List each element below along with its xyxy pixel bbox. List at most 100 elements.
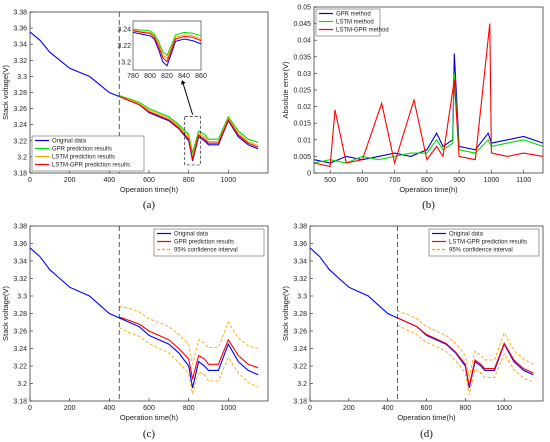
x-tick-label: 200 — [64, 405, 76, 412]
x-tick-label: 700 — [389, 177, 401, 184]
y-tick-label: 3.24 — [13, 346, 27, 353]
y-tick-label: 3.2 — [17, 381, 27, 388]
legend-box — [31, 135, 145, 172]
y-tick-label: 3.36 — [13, 26, 27, 33]
y-axis-label: Stack voltage(V) — [1, 64, 10, 120]
series-line-lstm-gpr-prediction-results — [119, 95, 259, 160]
inset-series-line — [132, 31, 202, 67]
legend: Original data LSTM-GPR prediction results… — [428, 228, 540, 257]
y-tick-label: 3.38 — [293, 224, 307, 231]
y-tick-label: 0.04 — [297, 38, 311, 45]
x-tick-label: 800 — [421, 177, 433, 184]
legend-entry: Original data — [52, 139, 87, 145]
x-tick-label: 800 — [183, 177, 195, 184]
panel-a: 0 200 400 600 800 10003.183.23.223.243.263.28… — [1, 10, 269, 211]
series-line-original-data — [309, 247, 534, 389]
y-axis-label: Absolute error(V) — [281, 61, 290, 119]
y-tick-label: 0 — [307, 171, 311, 178]
y-tick-label: 3.3 — [297, 294, 307, 301]
y-tick-label: 3.34 — [293, 259, 307, 266]
x-tick-label: 1000 — [221, 177, 237, 184]
series-line-gpr-prediction-results — [119, 95, 259, 154]
y-axis-label: Stack voltage(V) — [1, 285, 10, 341]
inset-x-tick-label: 800 — [144, 73, 156, 80]
legend-entry: LSTM prediction results — [52, 155, 115, 161]
x-tick-label: 200 — [64, 177, 76, 184]
x-tick-label: 600 — [421, 405, 433, 412]
y-tick-label: 3.26 — [13, 106, 27, 113]
x-tick-label: 1000 — [484, 177, 500, 184]
x-tick-label: 1000 — [496, 405, 512, 412]
y-tick-label: 3.24 — [13, 122, 27, 129]
inset-y-tick-label: 3.22 — [117, 43, 131, 50]
x-tick-label: 0 — [28, 405, 32, 412]
y-tick-label: 3.3 — [17, 74, 27, 81]
legend-entry: GPR method — [336, 12, 371, 18]
panel-caption: (b) — [422, 199, 435, 211]
y-tick-label: 3.3 — [17, 294, 27, 301]
y-tick-label: 0.015 — [293, 121, 311, 128]
y-tick-label: 0.005 — [293, 154, 311, 161]
x-tick-label: 500 — [324, 177, 336, 184]
panel-d: 0 200 400 600 800 1000 3.18 3.2 3.22 3.24 3.26 3.28… — [281, 224, 544, 440]
x-tick-label: 600 — [143, 405, 155, 412]
x-tick-label: 0 — [308, 405, 312, 412]
legend-entry: GPR prediction results — [52, 147, 112, 153]
series-line-original-data — [29, 247, 259, 389]
y-tick-label: 0.045 — [293, 21, 311, 28]
y-tick-label: 3.28 — [13, 90, 27, 97]
y-tick-label: 3.28 — [13, 311, 27, 318]
y-tick-label: 0.025 — [293, 88, 311, 95]
inset-x-tick-label: 820 — [161, 73, 173, 80]
series-line-gpr-method — [313, 53, 544, 164]
x-axis-label: Operation time(h) — [399, 185, 458, 194]
zoom-arrow-head — [181, 80, 186, 85]
legend-entry: Original data — [174, 232, 209, 238]
series-line-95-confidence-interval — [119, 306, 259, 365]
series-line-95-confidence-interval — [397, 310, 534, 378]
series-line-lstm-gpr-method — [313, 23, 544, 168]
y-tick-label: 3.24 — [293, 346, 307, 353]
x-tick-label: 400 — [103, 177, 115, 184]
legend-entry: LSTM-GPR prediction results — [449, 240, 527, 246]
x-tick-label: 600 — [143, 177, 155, 184]
y-tick-label: 3.32 — [13, 276, 27, 283]
series-line-lstm-gpr-prediction-results — [397, 317, 534, 387]
series-line-gpr-prediction-results — [119, 316, 259, 380]
legend-entry: Original data — [449, 232, 484, 238]
legend: Original data GPR prediction results 95% c… — [153, 228, 265, 257]
y-tick-label: 3.36 — [293, 241, 307, 248]
x-tick-label: 200 — [343, 405, 355, 412]
y-tick-label: 3.2 — [297, 381, 307, 388]
y-tick-label: 0.03 — [297, 71, 311, 78]
x-axis-label: Operation time(h) — [120, 185, 179, 194]
y-tick-label: 3.18 — [293, 399, 307, 406]
x-tick-label: 400 — [103, 405, 115, 412]
x-tick-label: 800 — [183, 405, 195, 412]
x-tick-label: 400 — [382, 405, 394, 412]
x-axis-label: Operation time(h) — [120, 413, 179, 422]
y-tick-label: 0.035 — [293, 54, 311, 61]
legend-entry: 95% confidence interval — [449, 248, 513, 254]
panel-b: 500 600 700 800 900 1000 1100 0 0.005 0.01 0.015 0.… — [281, 5, 544, 211]
y-tick-label: 0.05 — [297, 5, 311, 12]
y-axis-label: Stack voltage(V) — [281, 285, 290, 341]
x-tick-label: 800 — [459, 405, 471, 412]
legend-entry: GPR prediction results — [174, 240, 234, 246]
legend-box — [153, 228, 265, 257]
zoom-arrow — [182, 81, 194, 115]
y-tick-label: 3.18 — [13, 171, 27, 178]
legend-box — [428, 228, 540, 257]
zoom-inset: 780 800 820 840 860 3.2 3.22 3.24 — [117, 20, 207, 166]
y-tick-label: 0.01 — [297, 137, 311, 144]
inset-series-line — [132, 29, 202, 60]
y-tick-label: 3.32 — [13, 58, 27, 65]
series-line-original-data — [29, 31, 259, 162]
x-axis-label: Operation time(h) — [397, 413, 456, 422]
y-tick-label: 3.2 — [17, 154, 27, 161]
legend-entry: LSTM-GPR prediction results — [52, 163, 130, 169]
y-tick-label: 3.22 — [13, 364, 27, 371]
y-tick-label: 3.26 — [13, 329, 27, 336]
y-tick-label: 3.28 — [293, 311, 307, 318]
legend: Original data GPR prediction results LSTM … — [31, 135, 145, 172]
